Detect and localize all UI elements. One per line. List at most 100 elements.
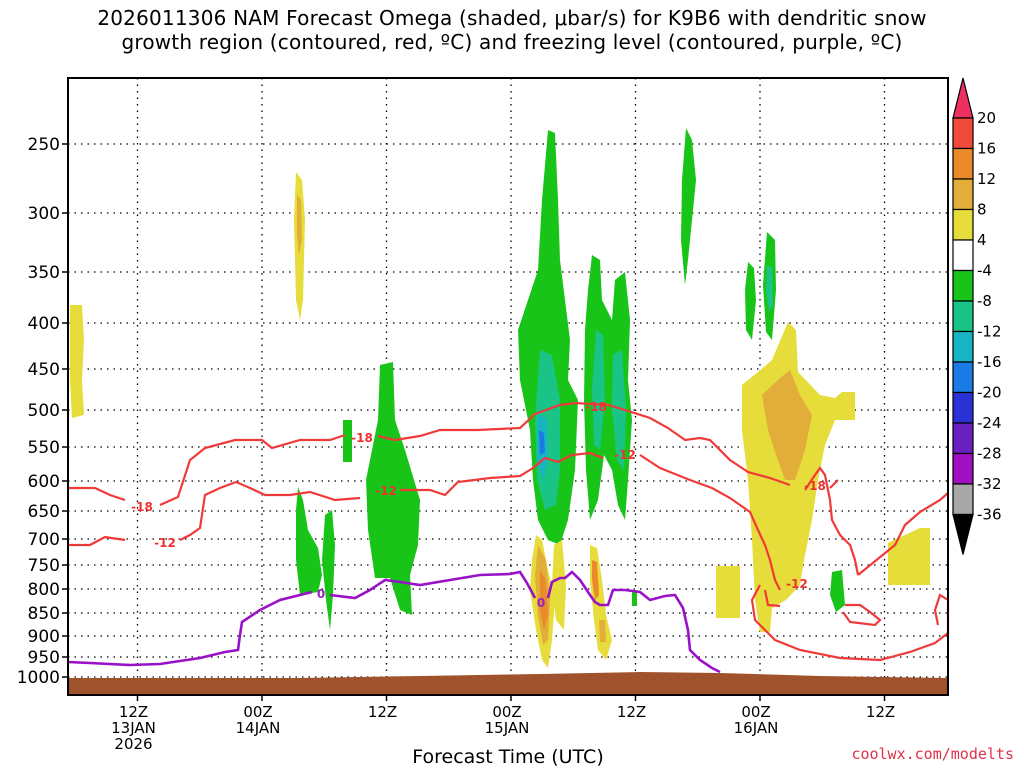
y-tick-label: 250 (28, 135, 60, 155)
y-tick-label: 350 (28, 263, 60, 283)
y-tick-label: 700 (28, 530, 60, 550)
colorbar-segment (952, 391, 974, 424)
freezing-level-contour (67, 570, 721, 674)
colorbar-label: -16 (977, 353, 1002, 371)
colorbar-segment (952, 300, 974, 333)
omega-area-negative (632, 590, 637, 606)
x-tick-label: 16JAN (734, 719, 779, 737)
dgz-contours (68, 401, 950, 662)
omega-area-positive (552, 540, 566, 630)
site-credit: coolwx.com/modelts (851, 745, 1014, 763)
contour-label: -12 (614, 448, 636, 462)
colorbar-bottom-triangle (952, 513, 974, 555)
x-tick-label: 12Z (119, 703, 148, 721)
omega-area-positive (70, 305, 84, 418)
y-tick-label: 400 (28, 314, 60, 334)
omega-area-negative (296, 487, 322, 595)
chart-title: 2026011306 NAM Forecast Omega (shaded, μ… (0, 6, 1024, 54)
title-line-1: 2026011306 NAM Forecast Omega (shaded, μ… (97, 6, 927, 30)
colorbar-label: -8 (977, 292, 992, 310)
y-tick-label: 600 (28, 472, 60, 492)
omega-area-positive (540, 570, 548, 630)
omega-area-negative (343, 420, 352, 462)
dgz-contour-minus12 (842, 603, 882, 627)
omega-area-negative (584, 255, 632, 520)
omega-area-negative (518, 130, 578, 545)
omega-area-negative (745, 262, 756, 340)
omega-area-negative (830, 570, 845, 612)
colorbar-segment (952, 239, 974, 272)
colorbar-label: 16 (977, 140, 996, 158)
colorbar-segment (952, 361, 974, 394)
x-tick-label: 00Z (741, 703, 770, 721)
x-tick-label: 15JAN (485, 719, 530, 737)
y-tick-label: 450 (28, 360, 60, 380)
x-tick-label: 00Z (492, 703, 521, 721)
colorbar-segment (952, 178, 974, 211)
colorbar-label: -20 (977, 384, 1002, 402)
colorbar-segment (952, 208, 974, 241)
colorbar-label: -24 (977, 414, 1002, 432)
colorbar-top-triangle (952, 77, 974, 119)
omega-area-negative (366, 362, 420, 615)
omega-area-negative (766, 265, 773, 312)
x-tick-label: 12Z (866, 703, 895, 721)
y-tick-label: 650 (28, 502, 60, 522)
colorbar-label: -12 (977, 323, 1002, 341)
colorbar-segment (952, 269, 974, 302)
ground-surface (68, 672, 948, 682)
x-tick-label: 12Z (368, 703, 397, 721)
colorbar-segment (952, 452, 974, 485)
colorbar-label: 12 (977, 170, 996, 188)
omega-area-negative (592, 330, 605, 450)
colorbar-segment (952, 483, 974, 516)
colorbar-label: -28 (977, 445, 1002, 463)
contour-label: 0 (317, 587, 325, 601)
y-axis: 250 300 350 400 450 500 550 600 650 700 750 800 850 9… (17, 135, 68, 688)
x-tick-label: 12Z (617, 703, 646, 721)
omega-area-positive (297, 195, 302, 255)
y-tick-label: 300 (28, 204, 60, 224)
colorbar-label: 20 (977, 109, 996, 127)
x-tick-label: 00Z (243, 703, 272, 721)
omega-area-positive (762, 370, 812, 480)
dgz-contour-minus12 (804, 466, 949, 576)
contour-label: -12 (375, 484, 397, 498)
omega-area-positive (599, 620, 606, 642)
colorbar-segment (952, 422, 974, 455)
omega-colorbar: 20 16 12 8 4 -4 -8 -12 -16 -20 -24 -28 -32 -36 (952, 77, 1002, 555)
dgz-contour-minus12 (763, 589, 781, 608)
omega-area-positive (592, 560, 599, 600)
colorbar-segment (952, 117, 974, 150)
contour-label: -18 (585, 400, 607, 414)
omega-area-positive (888, 528, 930, 585)
plot-frame (67, 77, 949, 696)
y-tick-label: 550 (28, 438, 60, 458)
gridlines (68, 78, 948, 695)
colorbar-label: -32 (977, 475, 1002, 493)
omega-area-negative (681, 128, 696, 285)
contour-labels: -18 -12 -18 -12 -18 -12 -18 -12 0 0 (131, 400, 826, 610)
title-line-2: growth region (contoured, red, ºC) and f… (121, 30, 903, 54)
contour-label: -12 (786, 577, 808, 591)
omega-area-positive (716, 566, 740, 618)
colorbar-segment (952, 147, 974, 180)
x-tick-label: 14JAN (236, 719, 281, 737)
dgz-contour-minus12 (68, 451, 781, 591)
y-tick-label: 800 (28, 580, 60, 600)
contour-label: 0 (537, 596, 545, 610)
colorbar-label: 8 (977, 201, 987, 219)
contour-label: -18 (351, 431, 373, 445)
dgz-contour-minus12 (750, 584, 950, 662)
contour-label: -18 (131, 500, 153, 514)
y-tick-label: 500 (28, 401, 60, 421)
contour-label: -18 (804, 479, 826, 493)
x-tick-label: 13JAN (111, 719, 156, 737)
dgz-contour-minus18 (68, 401, 839, 507)
ground-surface (68, 678, 948, 695)
contour-label: -12 (154, 536, 176, 550)
x-tick-label: 2026 (114, 735, 152, 753)
freezing-level-0c (67, 570, 721, 674)
